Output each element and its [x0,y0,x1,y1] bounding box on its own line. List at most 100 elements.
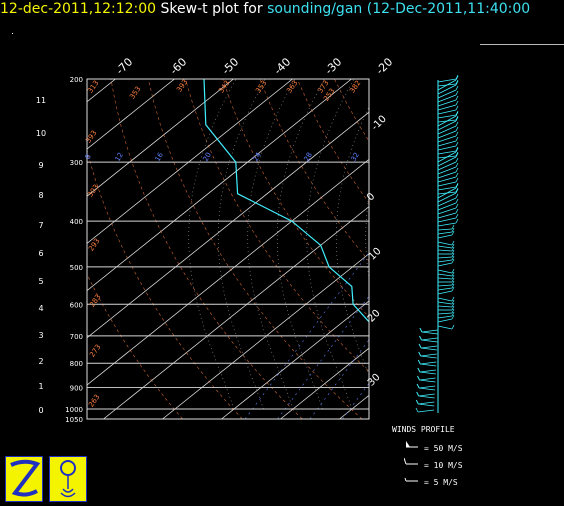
wind-barb-flag [451,311,455,317]
wind-barb-flag [455,182,459,188]
wind-barb-staff [437,312,453,315]
isotherm-line [457,79,564,419]
isotherm-line [87,79,116,103]
wind-barb-staff [437,269,453,274]
dry-adiabat-label: 353 [128,85,142,101]
dry-adiabat-label: 353 [254,79,268,95]
temp-top-label: -40 [271,55,293,77]
wind-barb-staff [420,355,437,359]
wind-barb-staff [437,234,453,239]
wind-barb-flag [455,100,459,106]
wind-barb-flag [455,193,459,199]
wind-barb [419,327,439,333]
wind-barb [437,258,455,267]
wind-barb [437,80,459,95]
mixing-ratio-label: 16 [154,151,166,163]
wind-barb-staff [417,409,435,413]
wind-barb-flag [417,375,420,381]
wind-barb [437,193,459,207]
dry-adiabat-label: 303 [86,183,100,199]
isotherm-line [87,79,352,292]
wind-barb-flag [455,80,459,86]
wind-barb-flag [455,141,459,147]
header-title: Skew-t plot for [160,1,263,17]
pressure-label: 1000 [65,406,83,414]
wind-barb-flag [455,75,459,81]
wind-barb [418,343,438,351]
wind-barb-flag [455,162,459,168]
wind-barb-staff [420,363,437,367]
moist-adiabat-line [188,79,237,410]
pressure-label: 900 [70,384,83,392]
wind-barb [415,399,435,407]
wind-barb [418,351,437,359]
wind-barb-staff [437,231,453,235]
wind-barb [437,177,459,187]
pressure-label: 300 [70,159,83,167]
wind-barb-flag [451,268,455,274]
wind-barb-flag [419,335,422,341]
mixing-ratio-line [407,162,564,419]
height-km-label: 11 [36,96,46,105]
wind-barb [437,308,455,315]
wind-barb-staff [418,403,435,407]
wind-barb-flag [451,271,455,277]
wind-barb [437,208,459,219]
wind-barb [437,147,459,163]
height-km-label: 8 [38,191,43,200]
wind-barb-staff [437,109,457,115]
wind-barb-flag [451,227,455,233]
wind-barb [437,183,459,199]
wind-barb-staff [437,176,457,183]
wind-barb-flag [455,203,459,209]
height-km-label: 10 [36,129,46,138]
wind-barb-staff [421,339,438,343]
balloon-logo[interactable] [49,456,87,502]
wind-barb-flag [451,299,455,305]
wind-barb [437,286,455,295]
header-date-time: 12-dec-2011,12:12:00 [0,1,157,17]
wind-barb [437,252,455,259]
wind-barb-flag [451,240,455,246]
dry-adiabat-line [296,79,369,204]
wind-barb-staff [437,301,453,305]
wind-barb [437,203,459,215]
wind-barb-staff [437,99,457,107]
wind-barb-staff [437,135,457,143]
temp-top-label: -30 [322,55,344,77]
zebra-logo[interactable] [5,456,43,502]
wind-barb [437,95,459,107]
wind-barb-flag [455,110,459,116]
isotherm-line [0,79,56,419]
wind-barb-staff [437,192,457,203]
wind-barb-staff [437,161,457,171]
height-km-label: 1 [38,382,43,391]
dry-adiabat-line [87,149,243,419]
dry-adiabat-label: 343 [217,79,231,95]
wind-barb-flag [451,224,455,230]
dry-adiabat-line [147,79,363,419]
wind-barb-staff [437,245,453,249]
mixing-ratio-line [440,162,564,419]
wind-barb-staff [437,84,457,95]
wind-barb [437,136,459,147]
wind-barb [437,224,455,231]
mixing-ratio-label: 24 [252,151,264,163]
dry-adiabat-label: 273 [88,343,102,359]
wind-barb-staff [437,156,457,167]
winds-profile-title: WINDS PROFILE [392,425,455,434]
moist-adiabat-line [395,79,442,409]
wind-barb-staff [421,337,438,341]
wind-barb-staff [437,202,457,211]
barb-5-icon [404,477,418,482]
temp-top-label: -70 [113,55,135,77]
wind-barb-flag [455,167,459,173]
wind-barb [437,296,455,302]
isotherm-line [87,111,369,339]
wind-barb-flag [451,255,455,261]
isotherm-line [87,79,293,244]
dry-adiabat-line [409,79,564,419]
balloon-icon [60,460,76,498]
wind-barb-flag [451,277,455,283]
wind-barb-staff [421,329,439,333]
